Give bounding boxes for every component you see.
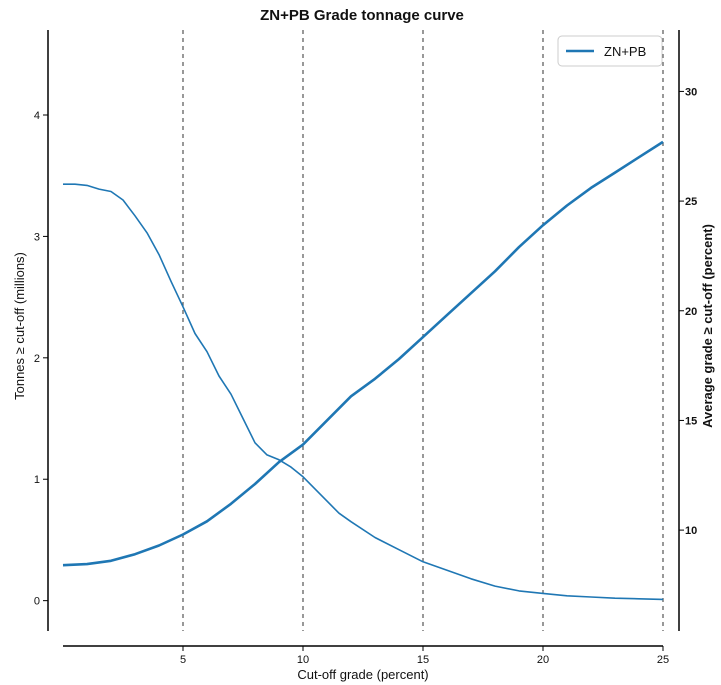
legend-label: ZN+PB [604,44,646,59]
tonnage-line [63,183,664,601]
legend: ZN+PB [557,35,663,67]
x-tick-label: 5 [180,654,186,666]
chart-title: ZN+PB Grade tonnage curve [260,7,464,24]
series-lines [62,140,664,601]
x-tick-label: 20 [537,654,549,666]
y-left-tick-label: 1 [34,474,40,486]
x-tick-label: 25 [657,654,669,666]
y-left-tick-label: 3 [34,231,40,243]
y-left-tick-label: 0 [34,596,40,608]
x-tick-label: 15 [417,654,429,666]
legend-box [557,35,663,67]
y-right-tick-label: 20 [685,306,697,318]
x-axis-label: Cut-off grade (percent) [297,667,428,682]
cutoff-reference-lines [182,30,664,631]
y-right-axis-label: Average grade ≥ cut-off (percent) [700,224,715,428]
x-tick-label: 10 [297,654,309,666]
y-left-tick-label: 2 [34,353,40,365]
average-grade-line [62,140,664,567]
y-right-tick-label: 30 [685,86,697,98]
y-right-tick-label: 15 [685,415,697,427]
y-right-tick-label: 10 [685,525,697,537]
y-right-tick-label: 25 [685,196,697,208]
y-left-tick-label: 4 [34,110,40,122]
y-left-axis-label: Tonnes ≥ cut-off (millions) [12,252,27,400]
axes: 5 10 15 20 25 0 1 2 3 4 10 15 20 25 30 [34,30,697,666]
